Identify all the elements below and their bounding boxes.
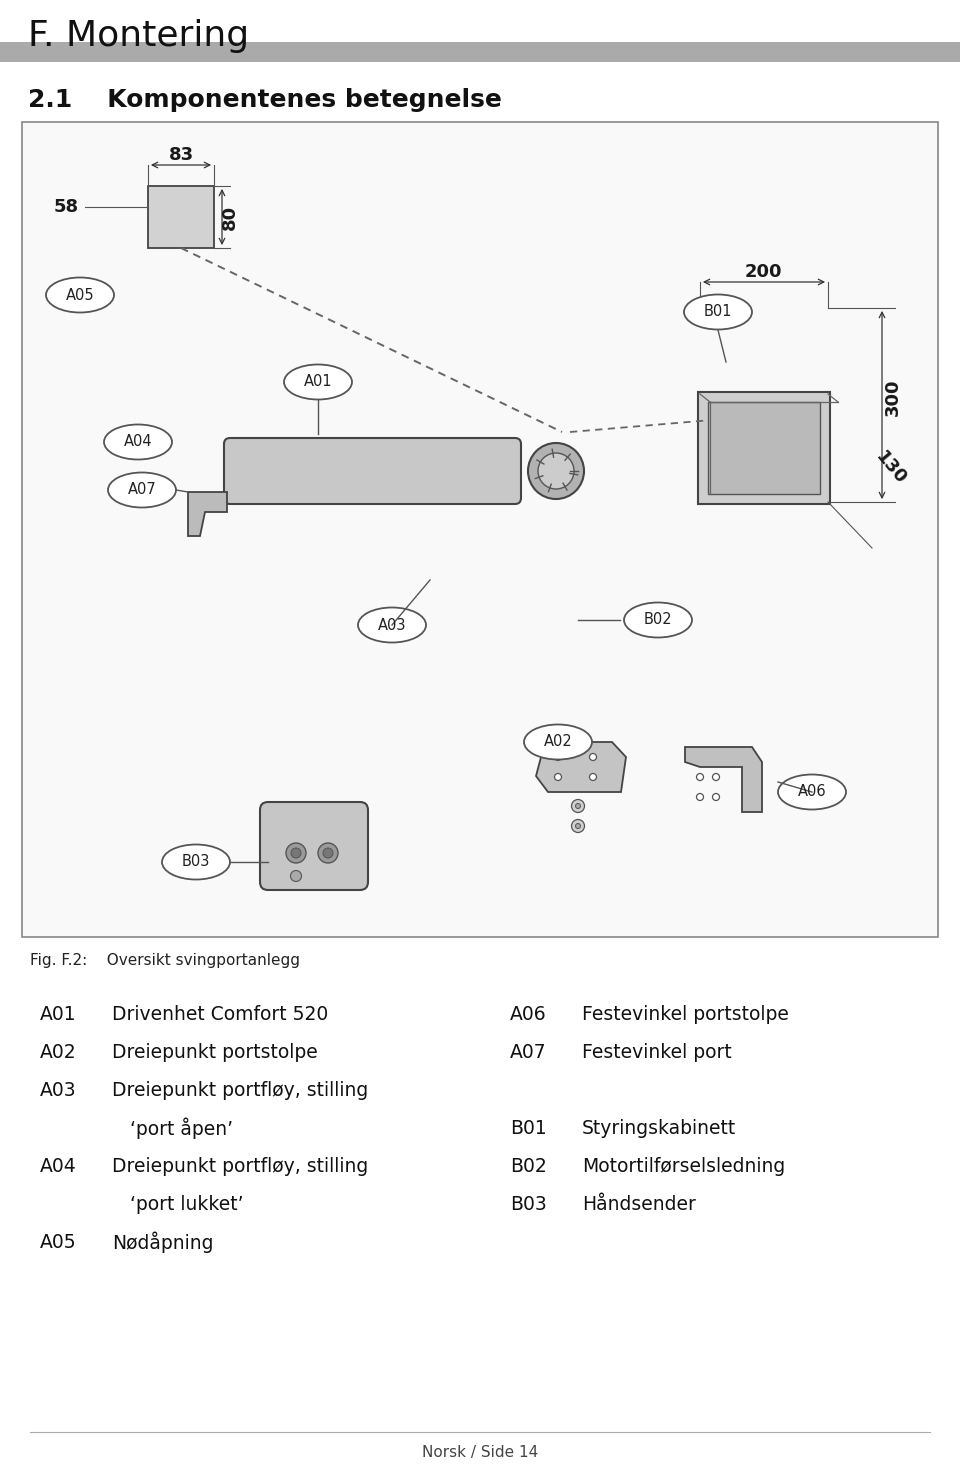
Ellipse shape	[291, 871, 301, 881]
Text: A03: A03	[40, 1080, 77, 1100]
Ellipse shape	[571, 819, 585, 833]
Text: B02: B02	[644, 613, 672, 627]
Text: B03: B03	[510, 1195, 547, 1214]
Ellipse shape	[684, 295, 752, 330]
Ellipse shape	[524, 724, 592, 759]
FancyBboxPatch shape	[698, 391, 830, 504]
Ellipse shape	[712, 774, 719, 780]
Ellipse shape	[318, 843, 338, 863]
Text: 80: 80	[221, 204, 239, 230]
Ellipse shape	[589, 754, 596, 761]
Ellipse shape	[697, 793, 704, 800]
Ellipse shape	[712, 793, 719, 800]
Text: Drivenhet Comfort 520: Drivenhet Comfort 520	[112, 1004, 328, 1023]
Text: A04: A04	[40, 1157, 77, 1176]
Text: Motortilførselsledning: Motortilførselsledning	[582, 1157, 785, 1176]
Text: Styringskabinett: Styringskabinett	[582, 1119, 736, 1138]
Text: Fig. F.2:    Oversikt svingportanlegg: Fig. F.2: Oversikt svingportanlegg	[30, 953, 300, 968]
Ellipse shape	[528, 443, 584, 498]
Ellipse shape	[291, 847, 301, 858]
Text: Nødåpning: Nødåpning	[112, 1231, 213, 1253]
Ellipse shape	[358, 607, 426, 642]
Ellipse shape	[538, 453, 574, 490]
FancyBboxPatch shape	[224, 438, 521, 504]
Text: A07: A07	[510, 1042, 546, 1061]
Text: B02: B02	[510, 1157, 547, 1176]
Text: A03: A03	[377, 617, 406, 632]
Text: A05: A05	[40, 1233, 77, 1252]
Text: 300: 300	[884, 378, 902, 416]
Text: Dreiepunkt portstolpe: Dreiepunkt portstolpe	[112, 1042, 318, 1061]
Ellipse shape	[46, 277, 114, 312]
Polygon shape	[685, 748, 762, 812]
Text: ‘port lukket’: ‘port lukket’	[112, 1195, 244, 1214]
Text: A01: A01	[40, 1004, 77, 1023]
Text: B03: B03	[181, 855, 210, 869]
Ellipse shape	[555, 774, 562, 780]
Text: 2.1    Komponentenes betegnelse: 2.1 Komponentenes betegnelse	[28, 88, 502, 111]
Text: B01: B01	[704, 305, 732, 320]
Bar	[148, 186, 214, 248]
Text: B01: B01	[510, 1119, 547, 1138]
Text: F. Montering: F. Montering	[28, 19, 250, 53]
Bar	[708, 402, 820, 494]
Text: A02: A02	[40, 1042, 77, 1061]
Text: A06: A06	[510, 1004, 546, 1023]
Ellipse shape	[697, 774, 704, 780]
Text: Festevinkel port: Festevinkel port	[582, 1042, 732, 1061]
Ellipse shape	[286, 843, 306, 863]
Ellipse shape	[624, 603, 692, 638]
Text: 58: 58	[54, 198, 79, 216]
Ellipse shape	[571, 799, 585, 812]
Ellipse shape	[778, 774, 846, 809]
Text: Dreiepunkt portfløy, stilling: Dreiepunkt portfløy, stilling	[112, 1157, 369, 1176]
Text: A06: A06	[798, 784, 827, 799]
Text: A07: A07	[128, 482, 156, 497]
Ellipse shape	[108, 472, 176, 507]
Ellipse shape	[575, 824, 581, 828]
Polygon shape	[536, 742, 626, 792]
Ellipse shape	[323, 847, 333, 858]
Text: Festevinkel portstolpe: Festevinkel portstolpe	[582, 1004, 789, 1023]
Ellipse shape	[589, 774, 596, 780]
Polygon shape	[188, 493, 227, 537]
Text: Dreiepunkt portfløy, stilling: Dreiepunkt portfløy, stilling	[112, 1080, 369, 1100]
Text: ‘port åpen’: ‘port åpen’	[112, 1117, 233, 1139]
Ellipse shape	[575, 803, 581, 809]
Text: 130: 130	[872, 447, 910, 488]
Text: A01: A01	[303, 374, 332, 390]
Text: A04: A04	[124, 434, 153, 450]
Ellipse shape	[555, 754, 562, 761]
Ellipse shape	[162, 844, 230, 880]
Bar	[0, 43, 960, 62]
Text: A02: A02	[543, 734, 572, 749]
Text: Norsk / Side 14: Norsk / Side 14	[421, 1444, 539, 1460]
Text: 83: 83	[168, 147, 194, 164]
FancyBboxPatch shape	[260, 802, 368, 890]
Text: A05: A05	[65, 287, 94, 302]
Text: 200: 200	[744, 262, 781, 281]
Ellipse shape	[104, 425, 172, 459]
Text: Håndsender: Håndsender	[582, 1195, 696, 1214]
Ellipse shape	[284, 365, 352, 400]
Bar	[22, 122, 938, 937]
